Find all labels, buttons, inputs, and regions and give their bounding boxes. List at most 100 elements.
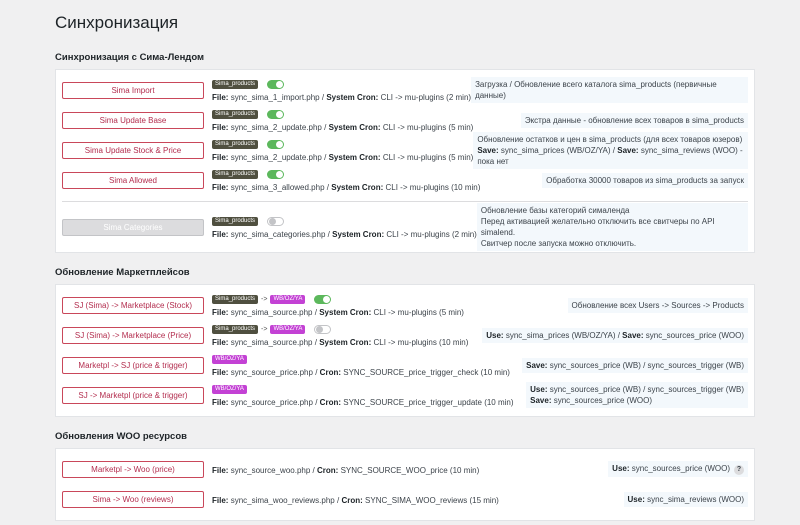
row-info: Sima_products File: sync_sima_1_import.ph… <box>212 78 471 102</box>
file-label: File: <box>212 368 229 377</box>
description-line: Экстра данные - обновление всех товаров … <box>525 115 744 126</box>
sync-button[interactable]: Sima Update Stock & Price <box>62 141 204 159</box>
sync-row: SJ -> Marketpl (price & trigger) WB/OZ/YA… <box>62 380 748 410</box>
cron-value: CLI -> mu-plugins (2 min) <box>380 93 472 102</box>
section-title: Обновления WOO ресурсов <box>55 431 187 442</box>
toggle[interactable] <box>267 109 285 119</box>
description: Обработка 30000 товаров из sima_products… <box>542 172 748 188</box>
description-line: Use: sync_sources_price (WOO)? <box>612 463 744 475</box>
row-info: File: sync_sima_woo_reviews.php / Cron: … <box>212 493 624 505</box>
cron-value: CLI -> mu-plugins (10 min) <box>373 338 469 347</box>
sync-row: SJ (Sima) -> Marketplace (Stock) Sima_pro… <box>62 290 748 320</box>
toggle[interactable] <box>314 294 332 304</box>
description-text: Use: <box>627 494 645 504</box>
description-line: Use: sync_sima_reviews (WOO) <box>628 494 744 505</box>
file-line: File: sync_sima_1_import.php / System Cr… <box>212 93 471 102</box>
description-line: Save: sync_sima_prices (WB/OZ/YA) / Save… <box>477 145 744 167</box>
description-text: sync_sima_prices (WB/OZ/YA) / <box>500 145 615 155</box>
description: Загрузка / Обновление всего каталога sim… <box>471 77 748 103</box>
tag-arrow: -> <box>261 325 268 333</box>
description-text: Use: <box>530 385 548 394</box>
description-line: Обработка 30000 товаров из sima_products… <box>546 175 744 186</box>
description-line: Свитчер после запуска можно отключить. <box>481 238 636 249</box>
description-text: Обновление всех Users -> Sources -> Prod… <box>571 300 744 310</box>
file-name: sync_sima_3_allowed.php <box>230 183 325 192</box>
file-line: File: sync_sima_2_update.php / System Cr… <box>212 153 473 162</box>
file-line: File: sync_sima_source.php / System Cron… <box>212 308 568 317</box>
cron-label: System Cron: <box>328 153 381 162</box>
row-info: Sima_products File: sync_sima_2_update.ph… <box>212 138 473 162</box>
description-line: Обновление базы категорий сималенда <box>481 205 630 216</box>
cron-value: CLI -> mu-plugins (2 min) <box>386 230 477 239</box>
cron-label: System Cron: <box>319 338 372 347</box>
tag: WB/OZ/YA <box>270 294 306 304</box>
file-sep: / <box>312 466 315 475</box>
row-info: WB/OZ/YA File: sync_source_price.php / Cr… <box>212 353 522 377</box>
row-info: WB/OZ/YA File: sync_source_price.php / Cr… <box>212 383 526 407</box>
description-text: Перед активацией желательно отключить вс… <box>480 217 715 237</box>
description-text: Свитчер после запуска можно отключить. <box>480 239 637 248</box>
file-label: File: <box>212 496 229 505</box>
sync-button[interactable]: Sima Allowed <box>62 171 204 189</box>
description-line: Save: sync_sources_price (WB) / sync_sou… <box>526 360 744 371</box>
tag: Sima_products <box>212 294 259 304</box>
tag-line: Sima_products <box>212 168 542 180</box>
sync-button[interactable]: Sima -> Woo (reviews) <box>62 490 204 508</box>
file-sep: / <box>321 93 325 102</box>
description-text: Save: <box>530 396 552 405</box>
file-sep: / <box>336 496 340 505</box>
description-text: sync_sources_price (WB) / sync_sources_t… <box>549 385 744 394</box>
cron-label: System Cron: <box>319 308 372 317</box>
file-line: File: sync_sima_2_update.php / System Cr… <box>212 123 521 132</box>
sync-button[interactable]: Sima Import <box>62 81 204 99</box>
description-text: Обновление остатков и цен в sima_product… <box>477 134 743 144</box>
file-label: File: <box>212 338 229 347</box>
file-sep: / <box>315 398 318 407</box>
sync-button[interactable]: Marketpl -> Woo (price) <box>62 460 204 478</box>
sync-row: Sima Allowed Sima_products File: sync_sima… <box>62 165 748 195</box>
toggle[interactable] <box>267 139 285 149</box>
tag-line: Sima_products -> WB/OZ/YA <box>212 293 568 305</box>
section-card: SJ (Sima) -> Marketplace (Stock) Sima_pro… <box>55 284 755 417</box>
description: Обновление остатков и цен в sima_product… <box>473 131 748 169</box>
file-label: File: <box>212 93 229 102</box>
sync-button[interactable]: SJ (Sima) -> Marketplace (Stock) <box>62 296 204 314</box>
tag: Sima_products <box>212 169 259 179</box>
sync-row: Sima Import Sima_products File: sync_sima_… <box>62 75 748 105</box>
file-sep: / <box>315 368 318 377</box>
toggle[interactable] <box>314 324 332 334</box>
toggle[interactable] <box>267 216 285 226</box>
sync-row: Sima Update Stock & Price Sima_products Fi… <box>62 131 748 169</box>
description-line: Перед активацией желательно отключить вс… <box>481 216 744 238</box>
toggle[interactable] <box>267 169 285 179</box>
sync-button[interactable]: SJ (Sima) -> Marketplace (Price) <box>62 326 204 344</box>
file-sep: / <box>327 230 330 239</box>
tag-line: Sima_products -> WB/OZ/YA <box>212 323 482 335</box>
description-text: sync_sources_price (WOO) <box>631 464 730 474</box>
sync-button[interactable]: Sima Update Base <box>62 111 204 129</box>
tag: Sima_products <box>212 139 259 149</box>
description-text: sync_sources_price (WOO) <box>553 396 652 405</box>
toggle[interactable] <box>267 79 285 89</box>
file-sep: / <box>326 183 329 192</box>
description-text: sync_sima_reviews (WOO) <box>647 494 744 504</box>
tag: Sima_products <box>212 324 259 334</box>
help-icon[interactable]: ? <box>734 464 744 475</box>
file-label: File: <box>212 123 229 132</box>
cron-value: SYNC_SIMA_WOO_reviews (15 min) <box>365 496 499 505</box>
description-line: Use: sync_sources_price (WB) / sync_sour… <box>530 384 744 395</box>
description: Обновление базы категорий сималенда Перед… <box>476 203 748 251</box>
cron-label: System Cron: <box>331 183 384 192</box>
description-text: Экстра данные - обновление всех товаров … <box>524 115 744 125</box>
row-info: File: sync_source_woo.php / Cron: SYNC_S… <box>212 463 608 475</box>
description: Save: sync_sources_price (WB) / sync_sou… <box>522 357 748 373</box>
sync-button[interactable]: SJ -> Marketpl (price & trigger) <box>62 386 204 404</box>
cron-label: Cron: <box>319 368 341 377</box>
file-name: sync_sima_2_update.php <box>230 153 322 162</box>
description-text: sync_sources_price (WB) / sync_sources_t… <box>549 360 744 370</box>
cron-value: CLI -> mu-plugins (5 min) <box>373 308 464 317</box>
file-sep: / <box>314 338 317 347</box>
file-line: File: sync_source_price.php / Cron: SYNC… <box>212 398 526 407</box>
sync-button[interactable]: Marketpl -> SJ (price & trigger) <box>62 356 204 374</box>
